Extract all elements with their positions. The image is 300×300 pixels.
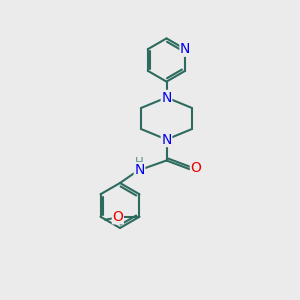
Text: O: O	[112, 210, 123, 224]
Text: O: O	[190, 161, 201, 175]
Text: N: N	[180, 42, 190, 56]
Text: N: N	[161, 91, 172, 104]
Text: N: N	[161, 133, 172, 146]
Text: N: N	[134, 163, 145, 176]
Text: H: H	[135, 156, 144, 170]
